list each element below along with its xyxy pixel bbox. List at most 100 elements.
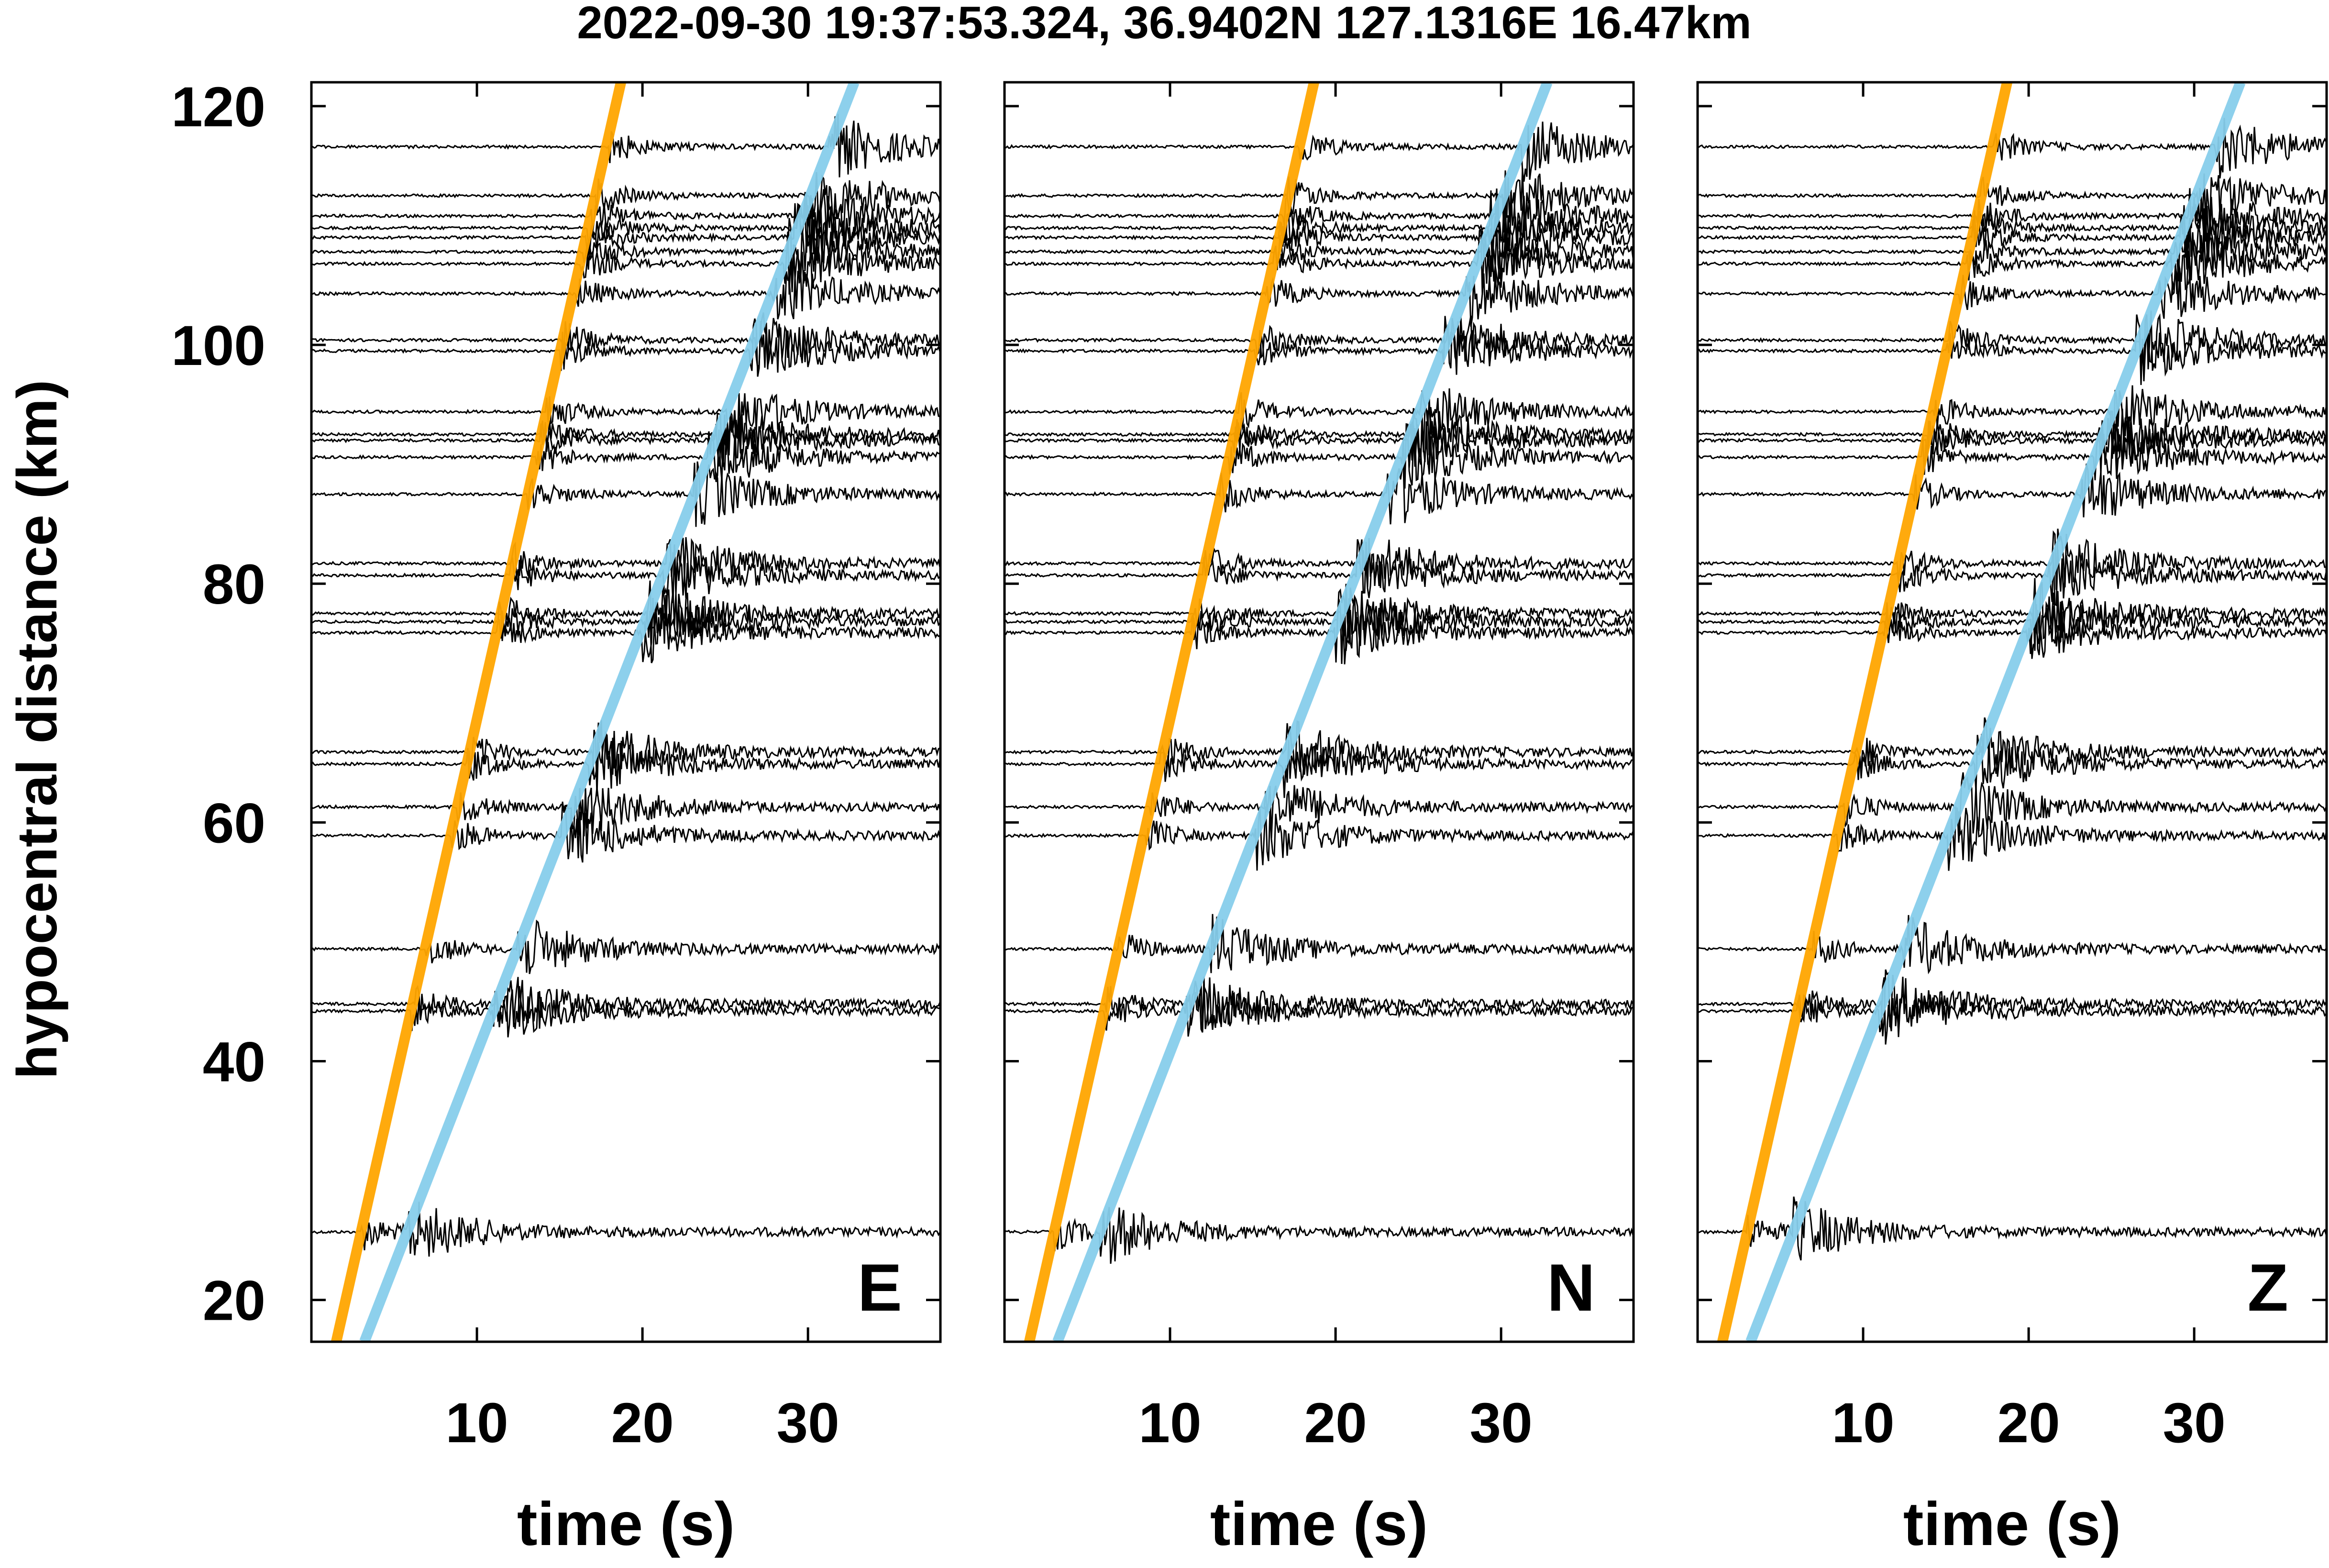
component-label: E	[858, 1250, 902, 1325]
seismic-trace	[1004, 419, 1634, 468]
seismic-trace	[1698, 806, 2327, 871]
x-tick-label: 10	[1138, 1391, 1201, 1455]
seismic-trace	[1698, 118, 2327, 179]
seismic-trace	[311, 729, 940, 796]
seismic-trace	[1698, 226, 2327, 282]
seismic-trace	[1698, 463, 2327, 518]
seismic-trace	[311, 1202, 940, 1257]
seismic-trace	[1698, 265, 2327, 319]
x-tick-label: 30	[2163, 1391, 2226, 1455]
x-tick-label: 10	[445, 1391, 508, 1455]
seismic-trace	[1004, 121, 1634, 182]
seismic-trace	[1698, 772, 2327, 843]
seismic-trace	[1698, 417, 2327, 465]
seismic-trace	[1004, 271, 1634, 327]
x-tick-label: 30	[777, 1391, 839, 1455]
seismic-trace	[1698, 314, 2327, 385]
seismic-trace	[1698, 969, 2327, 1037]
x-axis-label: time (s)	[1903, 1490, 2121, 1558]
x-tick-label: 10	[1832, 1391, 1894, 1455]
seismic-trace	[311, 218, 940, 286]
x-tick-label: 20	[1997, 1391, 2060, 1455]
seismic-trace	[1698, 409, 2327, 465]
seismic-trace	[311, 544, 940, 603]
seismic-trace	[311, 318, 940, 377]
y-tick-label: 20	[203, 1270, 265, 1333]
seismic-trace	[311, 580, 940, 637]
seismic-trace	[1004, 914, 1634, 973]
seismic-trace	[1004, 981, 1634, 1037]
y-tick-label: 100	[171, 314, 265, 377]
seismic-trace	[311, 430, 940, 482]
seismic-trace	[1004, 215, 1634, 272]
seismic-trace	[311, 537, 940, 594]
seismic-trace	[1698, 604, 2327, 658]
seismic-trace	[1004, 316, 1634, 375]
seismic-trace	[1698, 549, 2327, 607]
seismic-trace	[1004, 720, 1634, 782]
seismic-trace	[1004, 190, 1634, 257]
seismic-trace	[311, 410, 940, 471]
seismic-trace	[1004, 315, 1634, 362]
panel-frame	[1003, 81, 1635, 1343]
seismic-trace	[1004, 584, 1634, 640]
seismic-trace	[311, 203, 940, 265]
seismic-trace	[311, 312, 940, 371]
seismic-trace	[1698, 717, 2327, 774]
seismic-trace	[311, 172, 940, 222]
seismic-trace	[1004, 168, 1634, 233]
seismic-trace	[311, 595, 940, 658]
seismic-trace	[1698, 427, 2327, 481]
arrival-line-p	[331, 82, 626, 1342]
seismic-trace	[1698, 173, 2327, 225]
seismic-trace	[1698, 188, 2327, 243]
seismic-trace	[1698, 310, 2327, 375]
seismic-trace	[1698, 197, 2327, 258]
x-axis-label: time (s)	[517, 1490, 735, 1558]
component-label: Z	[2247, 1250, 2288, 1325]
seismic-trace	[1004, 740, 1634, 798]
seismic-trace	[1004, 465, 1634, 525]
arrival-line-s	[1745, 82, 2246, 1342]
y-tick-label: 80	[203, 553, 265, 616]
panel-frame	[310, 81, 942, 1343]
seismic-trace	[311, 393, 940, 442]
seismic-trace	[311, 919, 940, 974]
y-tick-label: 60	[203, 792, 265, 855]
seismic-trace	[311, 189, 940, 247]
arrival-line-p	[1717, 82, 2012, 1342]
seismic-trace	[1004, 806, 1634, 871]
seismic-trace	[1004, 388, 1634, 440]
seismic-trace	[1004, 538, 1634, 594]
arrival-line-s	[1052, 82, 1553, 1342]
seismic-trace	[1004, 599, 1634, 664]
seismic-trace	[1004, 539, 1634, 598]
seismic-trace	[311, 114, 940, 177]
seismic-trace	[1004, 785, 1634, 839]
seismic-trace	[1698, 385, 2327, 439]
seismic-trace	[1698, 596, 2327, 659]
seismic-trace	[311, 412, 940, 467]
x-axis-label: time (s)	[1210, 1490, 1428, 1558]
seismic-trace	[311, 801, 940, 863]
plot-area	[1004, 82, 1634, 1342]
seismic-trace	[311, 787, 940, 837]
seismic-trace	[311, 195, 940, 256]
seismic-trace	[311, 461, 940, 527]
x-tick-label: 20	[611, 1391, 673, 1455]
y-axis-label: hypocentral distance (km)	[6, 380, 69, 1079]
x-tick-label: 20	[1304, 1391, 1367, 1455]
arrival-line-s	[359, 82, 860, 1342]
plot-area	[1698, 82, 2327, 1342]
panel-frame	[1696, 81, 2328, 1343]
x-tick-label: 30	[1470, 1391, 1533, 1455]
seismic-trace	[1698, 735, 2327, 792]
y-tick-label: 40	[203, 1031, 265, 1094]
seismic-trace	[1004, 423, 1634, 489]
seismic-trace	[311, 270, 940, 320]
component-label: N	[1547, 1250, 1595, 1325]
